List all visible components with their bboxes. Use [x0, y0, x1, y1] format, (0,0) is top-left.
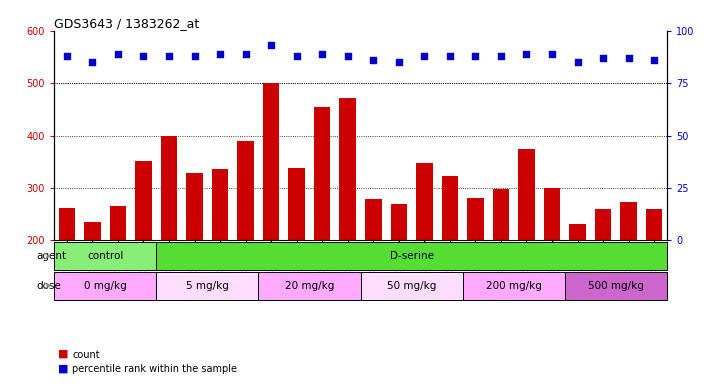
Bar: [212, 169, 229, 240]
Bar: [365, 200, 381, 240]
Point: [469, 53, 481, 59]
Text: ■: ■: [58, 349, 68, 359]
Text: 5 mg/kg: 5 mg/kg: [186, 281, 229, 291]
Bar: [416, 163, 433, 240]
Point: [419, 53, 430, 59]
Point: [368, 57, 379, 63]
Point: [623, 55, 634, 61]
Text: D-serine: D-serine: [389, 251, 433, 261]
Point: [495, 53, 507, 59]
Point: [547, 51, 558, 57]
Point: [342, 53, 353, 59]
Point: [265, 42, 277, 48]
Bar: [258, 272, 360, 300]
Bar: [360, 272, 463, 300]
Bar: [492, 189, 509, 240]
Text: 50 mg/kg: 50 mg/kg: [387, 281, 436, 291]
Point: [189, 53, 200, 59]
Point: [444, 53, 456, 59]
Point: [572, 59, 583, 65]
Bar: [161, 136, 177, 240]
Bar: [156, 242, 667, 270]
Point: [163, 53, 174, 59]
Bar: [84, 222, 101, 240]
Bar: [314, 107, 330, 240]
Point: [61, 53, 73, 59]
Text: 20 mg/kg: 20 mg/kg: [285, 281, 334, 291]
Point: [240, 51, 252, 57]
Bar: [570, 223, 586, 240]
Bar: [58, 208, 75, 240]
Text: percentile rank within the sample: percentile rank within the sample: [72, 364, 237, 374]
Bar: [467, 199, 484, 240]
Bar: [565, 272, 667, 300]
Text: 500 mg/kg: 500 mg/kg: [588, 281, 644, 291]
Text: dose: dose: [36, 281, 61, 291]
Point: [87, 59, 98, 65]
Point: [214, 51, 226, 57]
Bar: [186, 173, 203, 240]
Bar: [135, 161, 151, 240]
Bar: [595, 209, 611, 240]
Text: 200 mg/kg: 200 mg/kg: [486, 281, 541, 291]
Bar: [544, 188, 560, 240]
Text: 0 mg/kg: 0 mg/kg: [84, 281, 126, 291]
Bar: [340, 98, 356, 240]
Bar: [441, 176, 458, 240]
Point: [317, 51, 328, 57]
Text: control: control: [87, 251, 123, 261]
Bar: [110, 206, 126, 240]
Bar: [646, 209, 663, 240]
Bar: [620, 202, 637, 240]
Bar: [391, 204, 407, 240]
Text: agent: agent: [36, 251, 66, 261]
Bar: [54, 242, 156, 270]
Point: [291, 53, 302, 59]
Point: [112, 51, 124, 57]
Point: [521, 51, 532, 57]
Bar: [463, 272, 565, 300]
Bar: [54, 272, 156, 300]
Bar: [288, 168, 305, 240]
Bar: [237, 141, 254, 240]
Bar: [263, 83, 280, 240]
Text: GDS3643 / 1383262_at: GDS3643 / 1383262_at: [54, 17, 199, 30]
Bar: [156, 272, 258, 300]
Bar: [518, 149, 535, 240]
Point: [138, 53, 149, 59]
Point: [393, 59, 404, 65]
Point: [648, 57, 660, 63]
Point: [597, 55, 609, 61]
Text: ■: ■: [58, 363, 68, 373]
Text: count: count: [72, 350, 99, 360]
